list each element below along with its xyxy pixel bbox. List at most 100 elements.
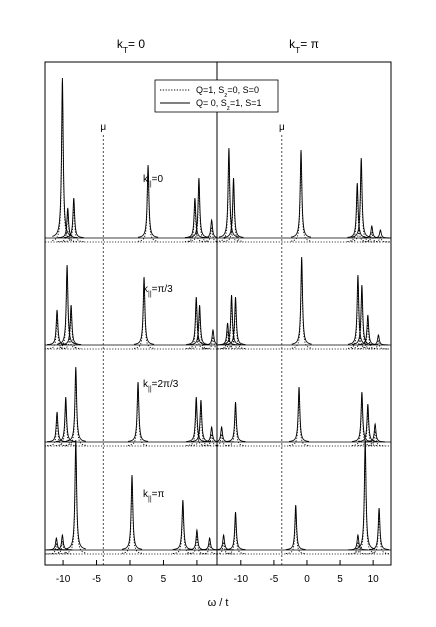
legend-label-part: =0, S=0 [227,85,259,95]
spectrum-peak [291,149,312,238]
spectrum-peak [221,303,242,349]
row-label: k||=π/3 [143,284,173,298]
spectrum-peak [52,533,73,551]
spectrum-peak [184,205,205,243]
spectrum-peak [347,274,368,345]
x-tick-label: 5 [337,574,343,585]
spectrum-peak [46,411,68,443]
spectrum-peak [63,206,84,243]
spectrum-peak [199,543,217,555]
spectrum-peak [348,540,368,555]
spectrum-peak [218,147,239,238]
spectrum-peak [186,535,207,555]
spectrum-peak [52,539,73,555]
spectrum-peak [351,284,372,345]
panel-title-part: = π [300,37,319,51]
spectrum-peak [65,366,86,442]
spectrum-peak [56,264,78,345]
x-tick-label: -10 [56,574,71,585]
spectrum-peak [202,335,217,350]
spectrum-peak [55,405,76,447]
spectrum-peak [46,419,68,447]
spectrum-peak [137,164,159,238]
row-label: k||=π [143,489,164,503]
spectrum-peak [351,167,372,242]
spectrum-peak [289,386,310,442]
spectrum-peak [225,519,246,555]
spectrum-peak [223,177,244,238]
panel [217,147,391,555]
spectrum-peak [65,375,86,446]
spectrum-peak [57,207,78,239]
x-tick-label: 10 [368,574,380,585]
panel-title-part: k [289,37,296,51]
spectrum-peak [46,543,67,555]
legend-label-part: z [227,105,230,112]
panel [45,77,217,555]
spectrum-peak [291,256,312,345]
spectrum-peak [133,285,155,349]
spectrum-peak [221,294,242,345]
spectrum-peak [127,389,149,446]
spectrum-peak [289,395,310,446]
spectrum-peak [357,411,378,447]
legend-box [154,79,279,113]
mu-label: μ [279,122,285,133]
spectrum-peak [370,229,391,239]
spectrum-peak [217,329,238,350]
spectrum-peak [46,536,67,551]
spectrum-peak [201,225,217,243]
x-tick-label: -5 [269,574,278,585]
spectrum-peak [63,197,84,239]
spectrum-peak [217,432,232,447]
spectrum-peak [285,504,306,550]
spectrum-peak [368,334,389,346]
spectrum-peak [188,177,210,238]
spectrum-peak [370,235,391,243]
spectrum-peak [172,507,193,554]
row-label-part: k [143,284,149,295]
spectrum-peak [217,425,232,443]
spectrum-peak [351,391,372,442]
row-label-part: =2π/3 [152,379,179,390]
spectrum-peak [61,312,82,350]
spectrum-peak [285,513,306,555]
panel-title-part: = 0 [128,37,145,51]
panel-title: kT= π [289,37,319,55]
row-label-part: =π [152,489,165,500]
legend-label-part: =1, S=1 [230,98,262,108]
spectrum-peak [184,197,205,239]
spectrum-peak [291,266,312,349]
row-label-part: =π/3 [152,284,174,295]
spectrum-peak [52,96,73,241]
x-tick-label: 10 [191,574,203,585]
spectrum-peak [133,276,155,345]
spectrum-peak [189,312,210,350]
spectrum-peak [217,533,234,551]
spectrum-peak [217,540,234,555]
spectrum-peak [225,401,246,443]
spectrum-peak [201,218,217,239]
spectrum-peak [186,396,207,442]
mu-label: μ [100,122,106,133]
spectrum-peak [347,182,368,238]
spectrum-peak [189,304,210,346]
legend-label-part: Q=1, S [196,85,224,95]
spectrum-peak [225,511,246,551]
x-axis-label: ω / t [208,597,229,609]
spectrum-peak [355,439,376,550]
row-label-part: =0 [152,174,164,185]
row-label-part: || [148,386,152,393]
spectrum-peak [121,474,143,550]
spectrum-peak [55,396,76,442]
spectrum-peak [368,340,389,350]
spectrum-peak [127,381,149,442]
spectrum-peak [201,425,217,443]
spectrum-peak [46,318,68,350]
spectrum-peak [369,515,390,555]
panel-title-part: T [295,45,300,55]
row-label-part: k [143,379,149,390]
spectrum-peak [365,422,386,443]
